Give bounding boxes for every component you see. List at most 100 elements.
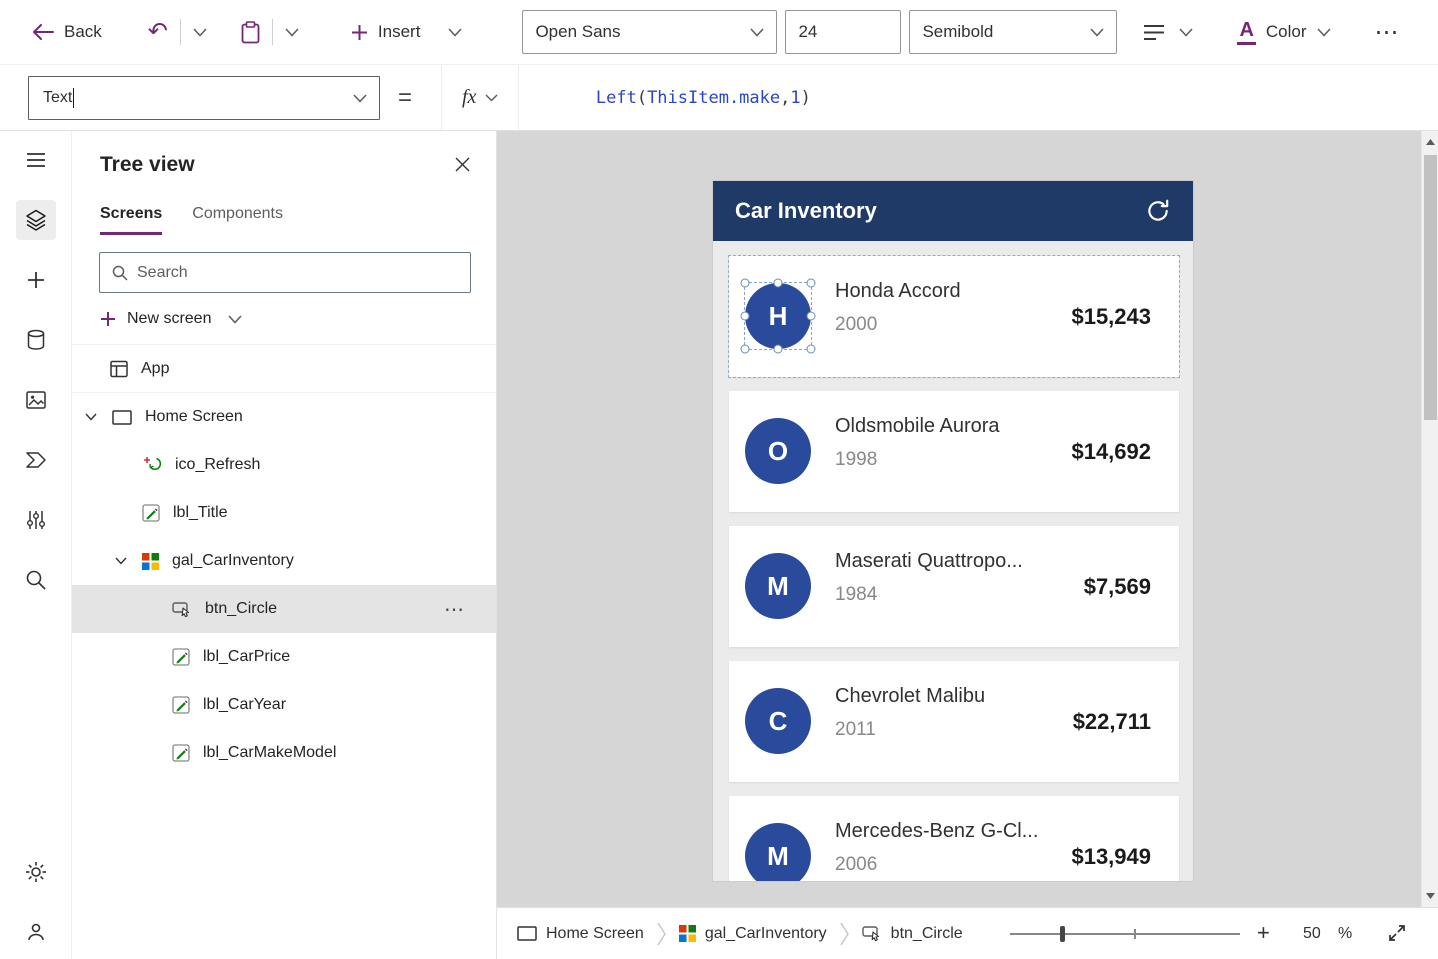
selection-handle[interactable] bbox=[740, 344, 750, 354]
breadcrumb-separator bbox=[840, 921, 849, 947]
scroll-up-button[interactable] bbox=[1422, 133, 1438, 151]
fullscreen-button[interactable] bbox=[1387, 923, 1407, 943]
breadcrumb-home-screen[interactable]: Home Screen bbox=[517, 925, 644, 943]
divider bbox=[271, 19, 273, 45]
more-options-button[interactable]: ⋯ bbox=[1374, 18, 1401, 46]
chevron-down-icon bbox=[285, 27, 299, 37]
font-weight-select[interactable]: Semibold bbox=[909, 10, 1118, 54]
breadcrumb-btn-circle[interactable]: btn_Circle bbox=[861, 925, 963, 943]
selection-handle[interactable] bbox=[806, 278, 816, 288]
item-options-button[interactable]: ⋯ bbox=[444, 598, 466, 621]
gallery-item[interactable]: C Chevrolet Malibu 2011 $22,711 bbox=[729, 661, 1179, 782]
car-make-label: Maserati Quattropo... bbox=[835, 550, 1023, 572]
command-bar: Back ↶ Insert Open Sans Semibold bbox=[0, 0, 1438, 65]
rail-tree-view-button[interactable] bbox=[16, 200, 56, 240]
rail-account-button[interactable] bbox=[16, 912, 56, 952]
tab-screens[interactable]: Screens bbox=[100, 205, 163, 235]
zoom-slider[interactable] bbox=[1010, 933, 1240, 935]
insert-button[interactable]: Insert bbox=[351, 22, 463, 42]
scrollbar-thumb[interactable] bbox=[1424, 155, 1437, 420]
selection-handle[interactable] bbox=[806, 344, 816, 354]
initial-circle-button[interactable]: C bbox=[745, 688, 811, 754]
initial-circle-button[interactable]: H bbox=[745, 283, 811, 349]
selection-handle[interactable] bbox=[740, 278, 750, 288]
chevron-expanded-icon[interactable] bbox=[115, 557, 127, 565]
tree-item-gal-carinventory[interactable]: gal_CarInventory bbox=[72, 537, 496, 585]
search-input[interactable] bbox=[137, 263, 458, 282]
property-chevron[interactable] bbox=[353, 93, 367, 103]
label-control-icon bbox=[142, 504, 160, 522]
rail-search-button[interactable] bbox=[16, 560, 56, 600]
canvas-scrollbar[interactable] bbox=[1421, 131, 1438, 907]
tree-item-ico-refresh[interactable]: ico_Refresh bbox=[72, 441, 496, 489]
initial-circle-button[interactable]: M bbox=[745, 553, 811, 619]
tree-view-panel: Tree view Screens Components New screen … bbox=[72, 131, 497, 959]
tree-item-lbl-carprice[interactable]: lbl_CarPrice bbox=[72, 633, 496, 681]
breadcrumb-separator bbox=[657, 921, 666, 947]
gallery-control-icon bbox=[142, 552, 159, 570]
selection-handle[interactable] bbox=[806, 311, 816, 321]
initial-circle-button[interactable]: M bbox=[745, 823, 811, 881]
breadcrumb-label: gal_CarInventory bbox=[704, 924, 827, 942]
chevron-right-icon bbox=[657, 922, 666, 945]
car-gallery: H Honda Accord 2000 $15,243 O bbox=[713, 241, 1193, 881]
back-button[interactable]: Back bbox=[32, 22, 102, 42]
chevron-expanded-icon[interactable] bbox=[85, 413, 97, 421]
fx-icon: fx bbox=[462, 86, 477, 108]
tree-item-lbl-caryear[interactable]: lbl_CarYear bbox=[72, 681, 496, 729]
tree-item-lbl-carmakemodel[interactable]: lbl_CarMakeModel bbox=[72, 729, 496, 777]
insert-dropdown-chevron[interactable] bbox=[448, 27, 463, 37]
gallery-item[interactable]: M Mercedes-Benz G-Cl... 2006 $13,949 bbox=[729, 796, 1179, 881]
paste-button[interactable] bbox=[241, 20, 260, 44]
screen-icon bbox=[517, 926, 537, 941]
formula-input[interactable]: Left(ThisItem.make,1) bbox=[534, 68, 811, 128]
paste-dropdown-chevron[interactable] bbox=[285, 27, 299, 37]
rail-data-button[interactable] bbox=[16, 320, 56, 360]
initial-circle-button[interactable]: O bbox=[745, 418, 811, 484]
formula-seg: ThisItem.make bbox=[647, 87, 781, 108]
property-select[interactable]: Text bbox=[28, 76, 380, 120]
refresh-button[interactable] bbox=[1145, 198, 1171, 224]
text-alignment-button[interactable] bbox=[1143, 24, 1194, 41]
zoom-in-button[interactable]: + bbox=[1257, 920, 1270, 945]
fx-dropdown[interactable]: fx bbox=[442, 65, 520, 130]
color-button[interactable]: A Color bbox=[1237, 20, 1331, 45]
tree-item-app[interactable]: App bbox=[72, 345, 496, 393]
tree-search[interactable] bbox=[99, 252, 471, 293]
close-panel-button[interactable] bbox=[455, 157, 470, 177]
breadcrumb-gal-carinventory[interactable]: gal_CarInventory bbox=[678, 924, 827, 943]
undo-group: ↶ bbox=[148, 19, 207, 45]
selection-handle[interactable] bbox=[740, 311, 750, 321]
font-size-value[interactable] bbox=[798, 22, 889, 42]
search-icon bbox=[26, 570, 46, 590]
undo-dropdown-chevron[interactable] bbox=[193, 27, 207, 37]
selection-handle[interactable] bbox=[773, 278, 783, 288]
initial-label: C bbox=[768, 705, 788, 736]
rail-power-automate-button[interactable] bbox=[16, 440, 56, 480]
undo-icon[interactable]: ↶ bbox=[147, 18, 168, 45]
rail-media-button[interactable] bbox=[16, 380, 56, 420]
zoom-slider-thumb[interactable] bbox=[1060, 926, 1065, 942]
tree-item-label: ico_Refresh bbox=[175, 456, 261, 473]
person-icon bbox=[28, 923, 44, 941]
scroll-down-button[interactable] bbox=[1422, 887, 1438, 905]
formula-bar: Text = fx Left(ThisItem.make,1) bbox=[0, 65, 1438, 131]
rail-insert-button[interactable] bbox=[16, 260, 56, 300]
rail-variables-button[interactable] bbox=[16, 500, 56, 540]
gallery-item[interactable]: O Oldsmobile Aurora 1998 $14,692 bbox=[729, 391, 1179, 512]
gallery-item[interactable]: M Maserati Quattropo... 1984 $7,569 bbox=[729, 526, 1179, 647]
tree-item-home-screen[interactable]: Home Screen bbox=[72, 393, 496, 441]
tab-components[interactable]: Components bbox=[192, 205, 283, 222]
rail-settings-button[interactable] bbox=[16, 852, 56, 892]
font-family-select[interactable]: Open Sans bbox=[522, 10, 778, 54]
font-size-input[interactable] bbox=[785, 10, 902, 54]
tree-item-lbl-title[interactable]: lbl_Title bbox=[72, 489, 496, 537]
label-control-icon bbox=[172, 696, 190, 714]
gallery-item[interactable]: H Honda Accord 2000 $15,243 bbox=[728, 255, 1180, 378]
car-year-label: 1984 bbox=[835, 584, 878, 605]
selection-handle[interactable] bbox=[773, 344, 783, 354]
car-year-label: 2000 bbox=[835, 314, 878, 335]
new-screen-button[interactable]: New screen bbox=[100, 310, 243, 328]
rail-menu-button[interactable] bbox=[16, 140, 56, 180]
tree-item-btn-circle[interactable]: btn_Circle ⋯ bbox=[72, 585, 496, 633]
